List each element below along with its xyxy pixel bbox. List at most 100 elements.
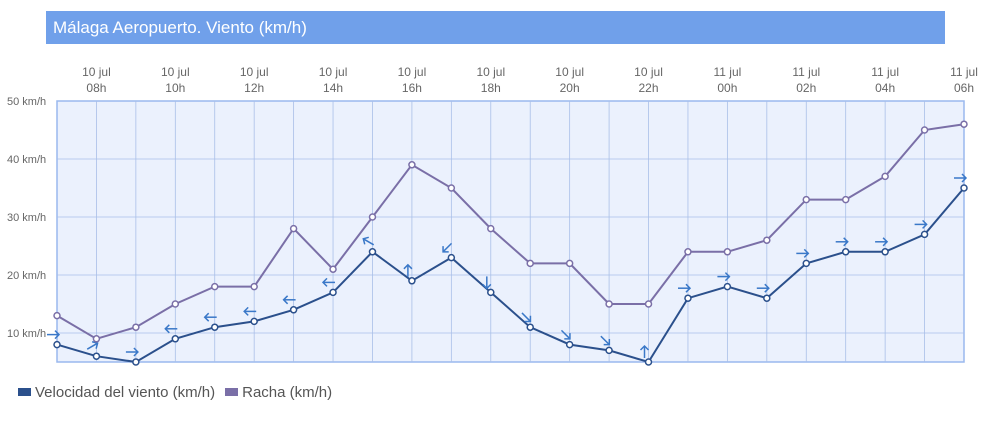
wind-speed-point xyxy=(920,230,929,239)
wind-speed-point xyxy=(644,358,653,366)
arrow-head xyxy=(764,283,770,293)
wind-speed-point xyxy=(763,294,771,302)
gust-point xyxy=(447,184,456,192)
arrow-head xyxy=(442,246,449,253)
wind-direction-arrow xyxy=(203,312,217,322)
gust-point xyxy=(723,248,732,256)
wind-speed-point xyxy=(250,317,258,326)
gust-point xyxy=(289,224,298,233)
arrow-head xyxy=(961,173,968,183)
gust-point xyxy=(881,172,889,181)
arrow-head xyxy=(524,315,532,323)
x-tick-day: 10 jul xyxy=(240,65,269,79)
gust-point xyxy=(802,195,811,204)
wind-speed-point xyxy=(132,358,140,366)
wind-speed-point xyxy=(487,288,495,297)
wind-speed-point xyxy=(605,346,613,355)
x-tick-hour: 04h xyxy=(875,81,895,95)
x-tick-hour: 20h xyxy=(560,81,580,95)
x-tick-hour: 16h xyxy=(402,81,422,95)
arrow-head xyxy=(685,283,692,293)
legend-item-gust[interactable]: Racha (km/h) xyxy=(225,384,332,401)
gust-point xyxy=(92,335,101,343)
plot-area xyxy=(56,100,965,363)
legend-swatch-gust xyxy=(225,388,239,396)
x-tick-hour: 22h xyxy=(639,81,659,95)
wind-direction-arrow xyxy=(282,295,296,305)
wind-direction-arrow xyxy=(796,248,810,258)
gust-point xyxy=(132,323,140,331)
wind-direction-arrow xyxy=(600,335,611,346)
arrow-head xyxy=(922,219,928,229)
x-tick-day: 10 jul xyxy=(161,65,190,79)
arrow-head xyxy=(321,277,328,287)
arrow-shaft xyxy=(560,329,571,340)
x-tick-day: 10 jul xyxy=(82,65,111,79)
gust-point xyxy=(841,195,850,204)
arrow-head xyxy=(843,237,849,247)
wind-direction-arrow xyxy=(362,236,375,246)
wind-speed-point xyxy=(723,282,732,291)
y-tick-label: 40 km/h xyxy=(7,154,46,166)
x-tick-hour: 08h xyxy=(86,81,106,95)
wind-direction-arrow xyxy=(875,237,889,247)
x-tick-hour: 06h xyxy=(954,81,974,95)
direction-arrows xyxy=(47,173,968,358)
x-tick-day: 10 jul xyxy=(398,65,427,79)
legend: Velocidad del viento (km/h) Racha (km/h) xyxy=(18,382,342,402)
y-tick-label: 10 km/h xyxy=(7,328,46,340)
gust-point xyxy=(171,300,180,308)
wind-speed-point xyxy=(684,294,692,302)
wind-speed-point xyxy=(565,340,574,349)
wind-direction-arrow xyxy=(125,347,139,357)
wind-speed-point xyxy=(368,248,377,256)
gust-point xyxy=(960,120,968,128)
x-tick-hour: 10h xyxy=(165,81,185,95)
gust-point xyxy=(368,213,377,221)
legend-swatch-wind xyxy=(18,388,31,396)
wind-direction-arrow xyxy=(678,283,692,293)
x-tick-hour: 00h xyxy=(717,81,737,95)
x-tick-hour: 02h xyxy=(796,81,816,95)
wind-direction-arrow xyxy=(86,341,99,350)
arrow-shaft xyxy=(86,342,98,350)
arrow-head xyxy=(724,272,731,282)
gust-point xyxy=(644,300,653,308)
gust-point xyxy=(53,311,61,320)
wind-direction-arrow xyxy=(560,329,571,340)
wind-direction-arrow xyxy=(639,344,650,358)
wind-speed-line xyxy=(56,187,965,364)
gust-point xyxy=(605,300,613,308)
arrow-head xyxy=(282,295,289,305)
arrow-head xyxy=(803,248,810,258)
gust-point xyxy=(526,259,534,268)
data-points xyxy=(53,120,968,366)
arrow-shaft xyxy=(521,312,531,322)
wind-speed-point xyxy=(960,184,968,192)
gust-point xyxy=(487,224,495,233)
wind-speed-point xyxy=(53,340,61,349)
y-tick-label: 20 km/h xyxy=(7,270,46,282)
wind-direction-arrow xyxy=(954,173,968,183)
arrow-head xyxy=(164,324,170,334)
y-tick-label: 50 km/h xyxy=(7,96,46,108)
wind-direction-arrow xyxy=(442,242,453,253)
gust-point xyxy=(920,126,929,134)
gust-point xyxy=(684,248,692,256)
x-tick-hour: 12h xyxy=(244,81,264,95)
gust-point xyxy=(565,259,574,268)
wind-speed-point xyxy=(92,352,101,360)
gust-point xyxy=(408,161,416,169)
wind-direction-arrow xyxy=(321,277,335,287)
wind-direction-arrow xyxy=(243,306,257,316)
x-tick-day: 11 jul xyxy=(871,65,899,79)
gust-point xyxy=(329,265,337,273)
arrow-head xyxy=(482,283,492,290)
wind-speed-point xyxy=(447,253,456,262)
gust-point xyxy=(250,282,258,291)
wind-direction-arrow xyxy=(835,237,849,247)
wind-direction-arrow xyxy=(164,324,178,334)
x-tick-day: 10 jul xyxy=(319,65,348,79)
legend-item-wind[interactable]: Velocidad del viento (km/h) xyxy=(18,384,215,401)
arrow-head xyxy=(603,338,611,346)
